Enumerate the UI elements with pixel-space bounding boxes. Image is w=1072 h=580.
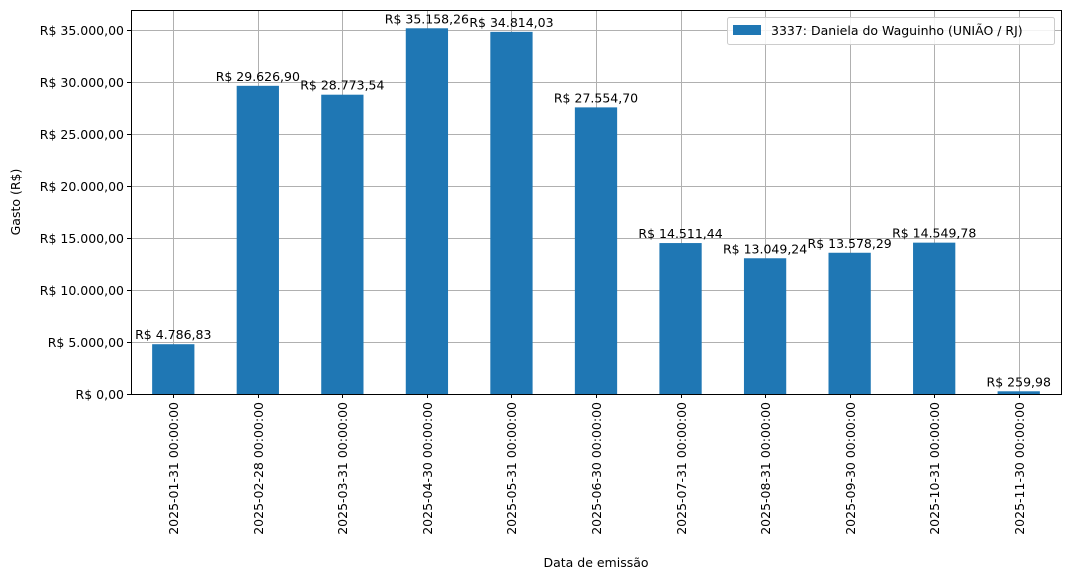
bar [405, 28, 449, 395]
bar-value-label: R$ 259,98 [987, 374, 1051, 389]
x-tick-label: 2025-07-31 00:00:00 [674, 402, 689, 535]
bar [236, 85, 279, 395]
y-tick-label: R$ 10.000,00 [40, 283, 124, 298]
y-tick-label: R$ 20.000,00 [40, 179, 124, 194]
y-tick-label: R$ 5.000,00 [48, 335, 124, 350]
bar [659, 243, 702, 394]
x-axis: 2025-01-31 00:00:00 2025-02-28 00:00:00 20… [166, 394, 1027, 535]
bar-value-label: R$ 14.511,44 [638, 226, 722, 241]
x-tick-label: 2025-05-31 00:00:00 [504, 402, 519, 535]
x-tick-label: 2025-01-31 00:00:00 [166, 402, 181, 535]
y-tick-label: R$ 0,00 [76, 387, 124, 402]
y-tick-label: R$ 35.000,00 [40, 23, 124, 38]
bar [490, 31, 533, 394]
legend: 3337: Daniela do Waguinho (UNIÃO / RJ) [727, 17, 1055, 45]
x-axis-title: Data de emissão [543, 555, 648, 570]
x-tick-label: 2025-08-31 00:00:00 [758, 402, 773, 535]
bar-value-label: R$ 13.049,24 [723, 241, 807, 256]
bar [997, 391, 1040, 394]
legend-label: 3337: Daniela do Waguinho (UNIÃO / RJ) [771, 23, 1023, 38]
x-tick-label: 2025-10-31 00:00:00 [927, 402, 942, 535]
y-tick-label: R$ 15.000,00 [40, 231, 124, 246]
y-axis-title: Gasto (R$) [8, 169, 23, 236]
bar-value-label: R$ 29.626,90 [216, 69, 300, 84]
bar [574, 107, 618, 394]
bar-value-label: R$ 13.578,29 [808, 236, 892, 251]
x-tick-label: 2025-02-28 00:00:00 [251, 402, 266, 535]
bar [828, 252, 871, 394]
bar-value-label: R$ 28.773,54 [300, 78, 384, 93]
bar-value-label: R$ 34.814,03 [469, 15, 553, 30]
y-axis: R$ 0,00 R$ 5.000,00 R$ 10.000,00 R$ 15.000,… [40, 23, 131, 402]
x-tick-label: 2025-11-30 00:00:00 [1012, 402, 1027, 535]
bar [743, 258, 787, 394]
bar [913, 242, 956, 394]
legend-swatch [733, 25, 761, 35]
bar-value-label: R$ 35.158,26 [385, 11, 469, 26]
bar [152, 344, 195, 394]
bar-value-labels: R$ 4.786,83 R$ 29.626,90R$ 28.773,54 R$ 35… [135, 11, 1051, 389]
y-tick-label: R$ 25.000,00 [40, 127, 124, 142]
legend-box [727, 17, 1055, 45]
x-tick-label: 2025-04-30 00:00:00 [420, 402, 435, 535]
bar-value-label: R$ 14.549,78 [892, 226, 976, 241]
bars [152, 28, 1040, 395]
bar-value-label: R$ 4.786,83 [135, 327, 211, 342]
x-tick-label: 2025-06-30 00:00:00 [589, 402, 604, 535]
bar [321, 94, 364, 394]
x-tick-label: 2025-09-30 00:00:00 [843, 402, 858, 535]
bar-value-label: R$ 27.554,70 [554, 90, 638, 105]
y-tick-label: R$ 30.000,00 [40, 75, 124, 90]
x-tick-label: 2025-03-31 00:00:00 [335, 402, 350, 535]
